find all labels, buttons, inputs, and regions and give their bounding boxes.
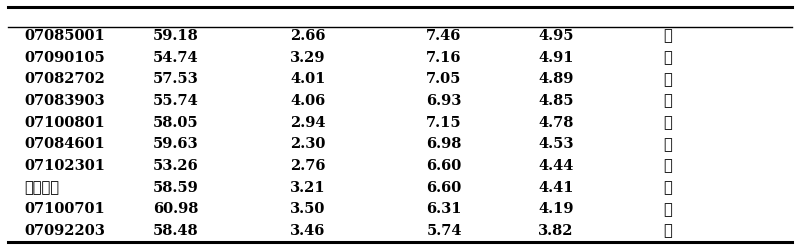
Text: 6.98: 6.98 xyxy=(426,137,462,151)
Text: 58.05: 58.05 xyxy=(153,116,199,130)
Text: 4.53: 4.53 xyxy=(538,137,574,151)
Text: 中: 中 xyxy=(664,94,672,109)
Text: 07090105: 07090105 xyxy=(24,51,105,65)
Text: 弱: 弱 xyxy=(664,159,672,174)
Text: 弱: 弱 xyxy=(664,224,672,239)
Text: 07083903: 07083903 xyxy=(24,94,105,108)
Text: 2.76: 2.76 xyxy=(290,159,326,173)
Text: 7.46: 7.46 xyxy=(426,29,462,43)
Text: 3.21: 3.21 xyxy=(290,181,326,195)
Text: 07100701: 07100701 xyxy=(24,202,105,216)
Text: 3.46: 3.46 xyxy=(290,224,326,238)
Text: 07082702: 07082702 xyxy=(24,72,105,86)
Text: 07102301: 07102301 xyxy=(24,159,105,173)
Text: 6.60: 6.60 xyxy=(426,159,462,173)
Text: 2.30: 2.30 xyxy=(290,137,326,151)
Text: 4.85: 4.85 xyxy=(538,94,574,108)
Text: 7.05: 7.05 xyxy=(426,72,462,86)
Text: 中: 中 xyxy=(664,50,672,65)
Text: 3.50: 3.50 xyxy=(290,202,326,216)
Text: 07100801: 07100801 xyxy=(24,116,105,130)
Text: 7.15: 7.15 xyxy=(426,116,462,130)
Text: 59.63: 59.63 xyxy=(153,137,199,151)
Text: 07092203: 07092203 xyxy=(24,224,105,238)
Text: 60.98: 60.98 xyxy=(154,202,198,216)
Text: 4.06: 4.06 xyxy=(290,94,326,108)
Text: 07085001: 07085001 xyxy=(24,29,105,43)
Text: 3.29: 3.29 xyxy=(290,51,326,65)
Text: 弱: 弱 xyxy=(664,202,672,217)
Text: 6.93: 6.93 xyxy=(426,94,462,108)
Text: 2.66: 2.66 xyxy=(290,29,326,43)
Text: 弱: 弱 xyxy=(664,137,672,152)
Text: 5.74: 5.74 xyxy=(426,224,462,238)
Text: 7.16: 7.16 xyxy=(426,51,462,65)
Text: 57.53: 57.53 xyxy=(153,72,199,86)
Text: 3.82: 3.82 xyxy=(538,224,574,238)
Text: 4.41: 4.41 xyxy=(538,181,574,195)
Text: 6.60: 6.60 xyxy=(426,181,462,195)
Text: 中: 中 xyxy=(664,115,672,130)
Text: 中: 中 xyxy=(664,72,672,87)
Text: 4.91: 4.91 xyxy=(538,51,574,65)
Text: 07084601: 07084601 xyxy=(24,137,105,151)
Text: 58.59: 58.59 xyxy=(153,181,199,195)
Text: 4.19: 4.19 xyxy=(538,202,574,216)
Text: 2.94: 2.94 xyxy=(290,116,326,130)
Text: 中: 中 xyxy=(664,29,672,44)
Text: 4.95: 4.95 xyxy=(538,29,574,43)
Text: 4.78: 4.78 xyxy=(538,116,574,130)
Text: 58.48: 58.48 xyxy=(153,224,199,238)
Text: 平阳特早: 平阳特早 xyxy=(24,180,59,195)
Text: 4.01: 4.01 xyxy=(290,72,326,86)
Text: 弱: 弱 xyxy=(664,180,672,195)
Text: 4.44: 4.44 xyxy=(538,159,574,173)
Text: 53.26: 53.26 xyxy=(153,159,199,173)
Text: 55.74: 55.74 xyxy=(153,94,199,108)
Text: 59.18: 59.18 xyxy=(153,29,199,43)
Text: 54.74: 54.74 xyxy=(153,51,199,65)
Text: 4.89: 4.89 xyxy=(538,72,574,86)
Text: 6.31: 6.31 xyxy=(426,202,462,216)
